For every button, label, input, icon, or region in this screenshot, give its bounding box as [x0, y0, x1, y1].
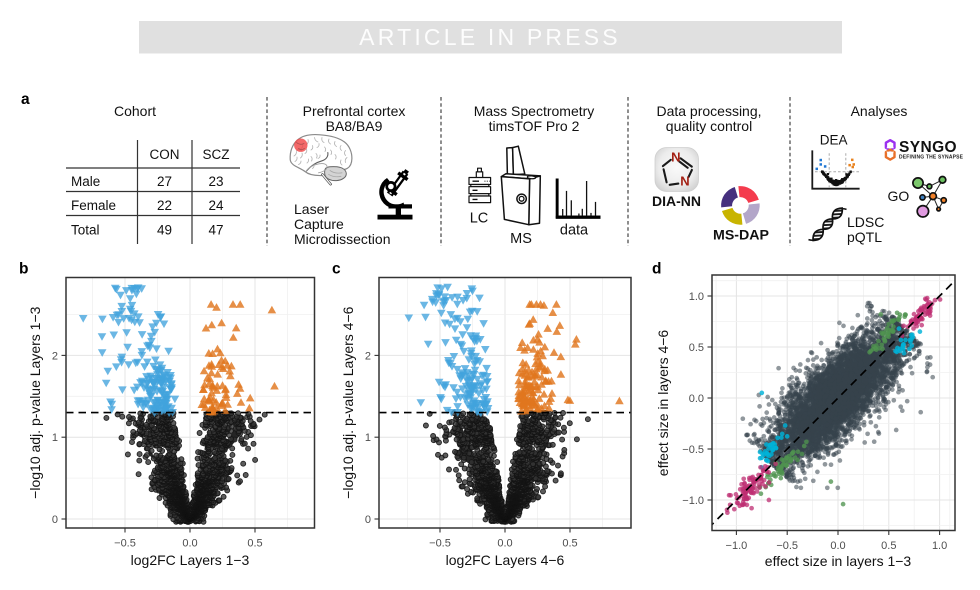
svg-text:CON: CON	[150, 147, 180, 162]
svg-text:Mass Spectrometry: Mass Spectrometry	[474, 103, 595, 119]
svg-text:Male: Male	[71, 174, 100, 189]
svg-text:N: N	[671, 149, 680, 164]
svg-text:Microdissection: Microdissection	[294, 231, 390, 247]
svg-text:MS-DAP: MS-DAP	[713, 228, 769, 244]
svg-text:DEFINING THE SYNAPSE: DEFINING THE SYNAPSE	[899, 154, 964, 160]
svg-text:ARTICLE IN PRESS: ARTICLE IN PRESS	[359, 24, 621, 50]
svg-text:timsTOF Pro 2: timsTOF Pro 2	[489, 118, 580, 134]
svg-text:Analyses: Analyses	[851, 103, 908, 119]
svg-text:SYNGO: SYNGO	[899, 139, 957, 156]
svg-text:Capture: Capture	[294, 216, 344, 232]
svg-text:GO: GO	[888, 188, 910, 204]
svg-text:LC: LC	[470, 211, 489, 227]
svg-text:1: 1	[52, 432, 58, 444]
svg-text:data: data	[560, 223, 589, 239]
svg-text:c: c	[332, 261, 341, 278]
svg-text:23: 23	[208, 174, 223, 189]
svg-text:0: 0	[52, 514, 58, 526]
svg-text:0.0: 0.0	[182, 538, 197, 550]
svg-text:MS: MS	[510, 231, 532, 247]
svg-text:SCZ: SCZ	[203, 147, 230, 162]
svg-text:27: 27	[157, 174, 172, 189]
svg-text:LDSC: LDSC	[847, 214, 884, 230]
svg-text:Data processing,: Data processing,	[656, 103, 761, 119]
svg-text:22: 22	[157, 198, 172, 213]
svg-text:log2FC Layers 1−3: log2FC Layers 1−3	[131, 552, 250, 568]
svg-text:DEA: DEA	[820, 133, 848, 148]
svg-text:BA8/BA9: BA8/BA9	[326, 118, 383, 134]
svg-text:Female: Female	[71, 198, 116, 213]
svg-text:quality control: quality control	[666, 118, 752, 134]
svg-text:DIA-NN: DIA-NN	[652, 193, 701, 209]
svg-text:Total: Total	[71, 222, 100, 237]
svg-text:Cohort: Cohort	[114, 103, 156, 119]
svg-text:−0.5: −0.5	[114, 538, 136, 550]
svg-text:pQTL: pQTL	[847, 229, 882, 245]
svg-text:b: b	[19, 261, 28, 278]
svg-text:0.5: 0.5	[247, 538, 262, 550]
svg-text:d: d	[652, 261, 661, 278]
svg-text:24: 24	[208, 198, 224, 213]
svg-text:2: 2	[52, 350, 58, 362]
svg-text:49: 49	[157, 222, 172, 237]
svg-text:−log10 adj. p-value Layers 1−3: −log10 adj. p-value Layers 1−3	[27, 306, 43, 498]
svg-text:47: 47	[208, 222, 223, 237]
svg-text:N: N	[680, 174, 689, 189]
svg-text:Laser: Laser	[294, 201, 329, 217]
svg-text:a: a	[21, 91, 30, 108]
svg-text:Prefrontal cortex: Prefrontal cortex	[303, 103, 406, 119]
